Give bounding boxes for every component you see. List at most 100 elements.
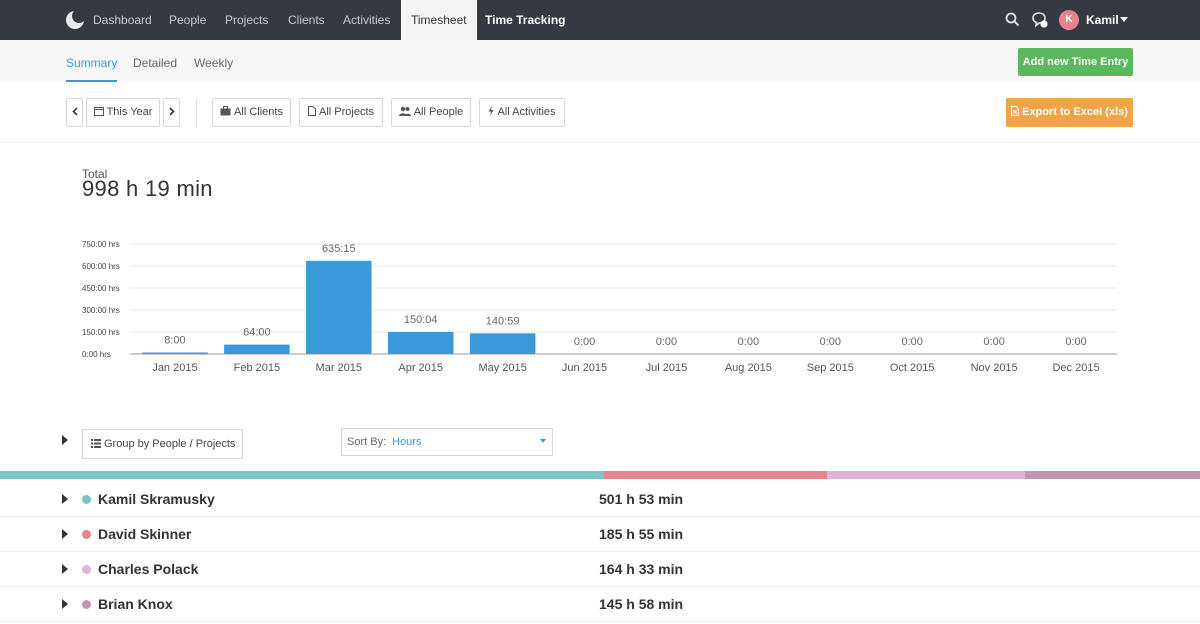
projects-filter-button[interactable]: All Projects: [299, 98, 383, 127]
data-label: 0:00: [1065, 336, 1086, 348]
nav-timesheet[interactable]: Timesheet: [401, 0, 477, 40]
divider: [196, 99, 197, 127]
person-hours: 164 h 33 min: [599, 561, 684, 577]
divider: [0, 142, 1200, 143]
y-tick-label: 450:00 hrs: [82, 284, 120, 293]
next-period-button[interactable]: [163, 98, 180, 127]
distribution-segment: [603, 471, 827, 479]
expand-arrow-icon[interactable]: [62, 529, 68, 539]
nav-time-tracking[interactable]: Time Tracking: [485, 13, 566, 27]
list-icon: [91, 439, 101, 448]
y-tick-label: 750:00 hrs: [82, 240, 120, 249]
x-tick-label: Dec 2015: [1052, 362, 1099, 374]
hours-distribution-bar: [0, 471, 1200, 479]
nav-projects[interactable]: Projects: [225, 13, 269, 27]
activities-filter-label: All Activities: [497, 106, 556, 118]
data-label: 150:04: [404, 314, 438, 326]
expand-arrow-icon[interactable]: [62, 494, 68, 504]
period-filter-button[interactable]: This Year: [86, 98, 160, 127]
top-navbar: Dashboard People Projects Clients Activi…: [0, 0, 1200, 40]
data-label: 64:00: [243, 327, 271, 339]
chart-bar: [306, 260, 372, 354]
table-row[interactable]: Charles Polack 164 h 33 min: [0, 552, 1200, 587]
nav-activities[interactable]: Activities: [343, 13, 391, 27]
person-hours: 145 h 58 min: [599, 596, 684, 612]
nav-clients[interactable]: Clients: [288, 13, 325, 27]
y-tick-label: 150:00 hrs: [82, 328, 120, 337]
table-row[interactable]: Kamil Skramusky 501 h 53 min: [0, 482, 1200, 517]
avatar[interactable]: K: [1059, 10, 1079, 30]
tab-weekly[interactable]: Weekly: [194, 56, 234, 70]
person-name[interactable]: Brian Knox: [98, 596, 173, 612]
add-time-entry-button[interactable]: Add new Time Entry: [1018, 48, 1133, 76]
x-tick-label: Oct 2015: [890, 362, 935, 374]
chevron-down-icon[interactable]: [1120, 17, 1128, 22]
person-name[interactable]: Kamil Skramusky: [98, 491, 215, 507]
tab-summary[interactable]: Summary: [66, 40, 118, 82]
x-tick-label: Jun 2015: [562, 362, 607, 374]
tab-detailed[interactable]: Detailed: [133, 56, 178, 70]
nav-people[interactable]: People: [169, 13, 207, 27]
x-tick-label: May 2015: [478, 362, 526, 374]
user-menu-name[interactable]: Kamil: [1086, 13, 1119, 27]
clients-filter-button[interactable]: All Clients: [212, 98, 291, 127]
expand-all-arrow-icon[interactable]: [62, 435, 68, 445]
data-label: 0:00: [738, 336, 759, 348]
calendar-icon: [93, 107, 104, 116]
sub-navbar: Summary Detailed Weekly: [0, 40, 1200, 82]
data-label: 0:00: [820, 336, 841, 348]
distribution-segment: [0, 471, 604, 479]
chart-bar: [387, 331, 454, 354]
chart-bar: [142, 352, 208, 354]
chart-bar: [469, 333, 536, 354]
x-tick-label: Aug 2015: [725, 362, 772, 374]
person-name[interactable]: David Skinner: [98, 526, 192, 542]
total-label: Total: [82, 167, 108, 181]
person-color-dot: [82, 530, 91, 539]
x-tick-label: Sep 2015: [807, 362, 854, 374]
group-by-button[interactable]: Group by People / Projects: [82, 429, 243, 459]
person-hours: 501 h 53 min: [599, 491, 684, 507]
data-label: 140:59: [486, 315, 520, 327]
person-color-dot: [82, 565, 91, 574]
projects-filter-label: All Projects: [318, 106, 375, 118]
total-hours: 998 h 19 min: [82, 176, 213, 201]
app-logo[interactable]: [66, 9, 86, 29]
export-excel-button[interactable]: Export to Excel (xls): [1006, 98, 1133, 127]
previous-period-button[interactable]: [66, 98, 83, 127]
x-tick-label: Feb 2015: [234, 362, 280, 374]
excel-file-icon: [1011, 106, 1020, 116]
expand-arrow-icon[interactable]: [62, 564, 68, 574]
data-label: 635:15: [322, 243, 356, 255]
expand-arrow-icon[interactable]: [62, 599, 68, 609]
people-filter-label: All People: [413, 106, 464, 118]
data-label: 0:00: [656, 336, 677, 348]
chart-bar: [224, 344, 290, 354]
search-icon[interactable]: [1005, 12, 1020, 27]
x-tick-label: Jan 2015: [152, 362, 197, 374]
nav-dashboard[interactable]: Dashboard: [93, 13, 152, 27]
table-row[interactable]: David Skinner 185 h 55 min: [0, 517, 1200, 552]
file-icon: [307, 106, 316, 116]
activities-filter-button[interactable]: All Activities: [479, 98, 565, 127]
clients-filter-label: All Clients: [234, 106, 283, 118]
x-tick-label: Jul 2015: [646, 362, 688, 374]
distribution-segment: [826, 471, 1025, 479]
data-label: 0:00: [983, 336, 1004, 348]
people-filter-button[interactable]: All People: [391, 98, 471, 127]
table-row[interactable]: Brian Knox 145 h 58 min: [0, 587, 1200, 622]
data-label: 0:00: [901, 336, 922, 348]
chevron-right-icon: [168, 107, 175, 116]
person-hours: 185 h 55 min: [599, 526, 684, 542]
x-tick-label: Nov 2015: [971, 362, 1018, 374]
monthly-hours-chart: 0:00 hrs 150:00 hrs 300:00 hrs 450:00 hrs 60…: [82, 240, 1117, 374]
notifications-icon[interactable]: [1031, 11, 1049, 29]
data-label: 8:00: [164, 335, 185, 347]
bolt-icon: [488, 106, 494, 116]
chevron-left-icon: [71, 107, 78, 116]
x-tick-label: Apr 2015: [398, 362, 443, 374]
data-label: 0:00: [574, 336, 595, 348]
sort-select[interactable]: Sort By: Hours: [341, 428, 553, 456]
y-tick-label: 0:00 hrs: [82, 350, 111, 359]
person-name[interactable]: Charles Polack: [98, 561, 199, 577]
